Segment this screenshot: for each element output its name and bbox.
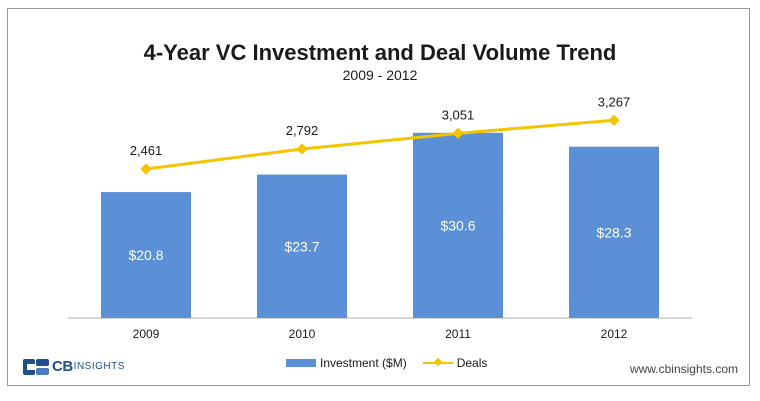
cb-logo-icon [23, 358, 49, 375]
bar-value-label: $28.3 [596, 224, 631, 240]
legend-investment-label: Investment ($M) [320, 356, 407, 370]
legend-deals-swatch [422, 362, 453, 364]
deals-marker-2010 [296, 143, 308, 155]
cb-insights-logo: CB INSIGHTS [23, 358, 125, 375]
legend-investment-swatch [286, 359, 316, 367]
bar-value-label: $23.7 [284, 238, 319, 254]
deals-marker-2009 [140, 163, 152, 175]
deals-value-label: 2,792 [286, 123, 319, 138]
chart-subtitle: 2009 - 2012 [342, 67, 418, 83]
logo-cb-text: CB [52, 358, 73, 375]
logo-insights-text: INSIGHTS [73, 361, 125, 372]
bar-investment-2009 [101, 192, 191, 318]
bar-investment-2011 [413, 132, 503, 318]
x-tick-label: 2011 [445, 327, 471, 341]
deals-value-label: 3,267 [598, 94, 631, 109]
deals-marker-2012 [608, 114, 620, 126]
bar-value-label: $30.6 [440, 217, 475, 233]
x-tick-label: 2012 [601, 327, 628, 341]
deals-marker-2011 [452, 127, 464, 139]
deals-value-label: 2,461 [130, 143, 163, 158]
bar-investment-2010 [257, 174, 347, 318]
chart-title: 4-Year VC Investment and Deal Volume Tre… [143, 40, 617, 65]
deals-value-label: 3,051 [442, 107, 475, 122]
x-tick-label: 2009 [133, 327, 160, 341]
bar-investment-2012 [569, 146, 659, 318]
legend-deals-label: Deals [456, 356, 488, 370]
bar-value-label: $20.8 [128, 247, 163, 263]
chart-legend: Investment ($M) Deals [286, 355, 487, 371]
x-tick-label: 2010 [289, 327, 316, 341]
deals-line [145, 118, 615, 171]
website-url: www.cbinsights.com [629, 362, 738, 376]
